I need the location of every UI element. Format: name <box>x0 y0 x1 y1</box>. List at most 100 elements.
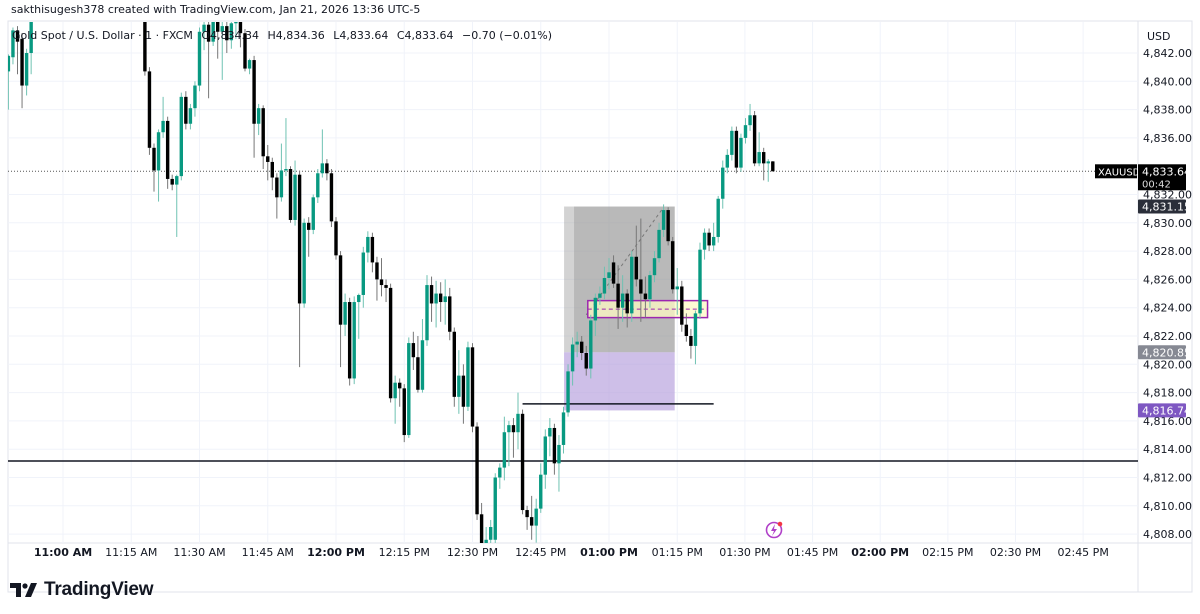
candle-body <box>648 275 652 300</box>
candle <box>580 336 584 361</box>
candle <box>557 435 561 492</box>
candle-body <box>607 272 611 278</box>
candle-body <box>438 293 443 303</box>
candle-body <box>411 343 416 358</box>
candle <box>220 22 224 80</box>
price-tick-label: 4,826.00 <box>1143 273 1192 286</box>
candle <box>639 218 643 322</box>
price-tick-label: 4,822.00 <box>1143 330 1192 343</box>
candle-body <box>461 375 466 407</box>
candle <box>229 22 234 49</box>
candle <box>179 92 183 181</box>
candle-body <box>507 425 511 433</box>
position-target-zone[interactable] <box>564 206 675 353</box>
position-price-label-bg <box>1138 345 1186 360</box>
time-tick-label: 01:45 PM <box>787 546 838 559</box>
candle-body <box>247 60 252 69</box>
price-tick-label: 4,808.00 <box>1143 528 1192 541</box>
candle-body <box>511 425 516 433</box>
candle-body <box>297 174 302 304</box>
candle <box>520 409 525 515</box>
candle <box>648 270 652 308</box>
candle-body <box>402 388 406 436</box>
candle-body <box>188 108 193 124</box>
candle <box>625 289 629 328</box>
time-tick-label: 02:30 PM <box>990 546 1041 559</box>
candle <box>284 118 288 177</box>
candle-body <box>338 255 343 325</box>
candle <box>311 194 315 235</box>
candle-body <box>434 293 438 304</box>
candle-body <box>734 130 739 168</box>
candle <box>20 33 24 109</box>
candle <box>429 276 434 322</box>
candle <box>216 22 220 59</box>
candle <box>525 505 529 530</box>
candle-body <box>320 163 325 174</box>
candle-body <box>370 236 375 263</box>
candle-body <box>398 382 402 389</box>
candle <box>630 251 634 322</box>
candle <box>598 286 602 305</box>
bar-countdown: 00:42 <box>1142 179 1171 190</box>
candle <box>175 174 179 237</box>
symbol-description[interactable]: Gold Spot / U.S. Dollar · 1 · FXCM <box>12 29 193 42</box>
candle <box>475 422 479 520</box>
alert-icon-badge <box>777 521 783 527</box>
candle-body <box>711 236 716 246</box>
candle-body <box>420 340 425 390</box>
candle-body <box>616 283 620 308</box>
candle-body <box>175 176 179 185</box>
candle-body <box>388 287 393 399</box>
candle <box>256 103 261 136</box>
candle <box>384 279 388 303</box>
candle <box>225 22 229 53</box>
candle <box>307 217 311 257</box>
candle-body <box>593 297 598 321</box>
candle <box>147 67 152 155</box>
candle <box>748 103 752 131</box>
candle-body <box>29 22 33 53</box>
candle-body <box>165 120 170 179</box>
candle-body <box>206 24 211 42</box>
candle <box>11 27 15 65</box>
candle <box>393 375 397 424</box>
lightning-alert-icon[interactable] <box>765 521 783 539</box>
candle <box>261 105 265 170</box>
candle-body <box>407 343 411 436</box>
candle <box>570 337 575 386</box>
candle <box>698 242 702 320</box>
position-stop-zone[interactable] <box>564 352 675 411</box>
price-tick-label: 4,832.00 <box>1143 189 1192 202</box>
candle-body <box>302 222 306 304</box>
candle-body <box>639 279 643 294</box>
currency-label[interactable]: USD <box>1147 30 1171 43</box>
candle-body <box>661 210 666 230</box>
candle <box>743 118 748 144</box>
candle <box>347 297 352 386</box>
candle <box>143 22 147 76</box>
candle-body <box>193 85 197 109</box>
candle <box>543 429 547 489</box>
alert-icon-bolt <box>771 524 777 536</box>
candle-body <box>743 125 748 138</box>
candle-body <box>429 285 434 304</box>
price-tick-label: 4,816.00 <box>1143 415 1192 428</box>
candle <box>379 258 384 297</box>
candle <box>689 328 693 359</box>
time-tick-label: 11:30 AM <box>173 546 225 559</box>
candle <box>684 313 689 342</box>
candle-body <box>484 539 488 543</box>
candle-body <box>680 286 684 325</box>
candle-body <box>489 527 493 540</box>
time-tick-label: 12:45 PM <box>515 546 566 559</box>
plot-area[interactable] <box>7 11 1138 556</box>
dashed-trend-line[interactable] <box>585 206 665 316</box>
candle-body <box>416 357 420 390</box>
candle-body <box>425 285 429 341</box>
legend-close: C4,833.64 <box>396 29 454 42</box>
candle <box>388 283 393 403</box>
candle <box>334 217 338 260</box>
price-tick-label: 4,828.00 <box>1143 245 1192 258</box>
